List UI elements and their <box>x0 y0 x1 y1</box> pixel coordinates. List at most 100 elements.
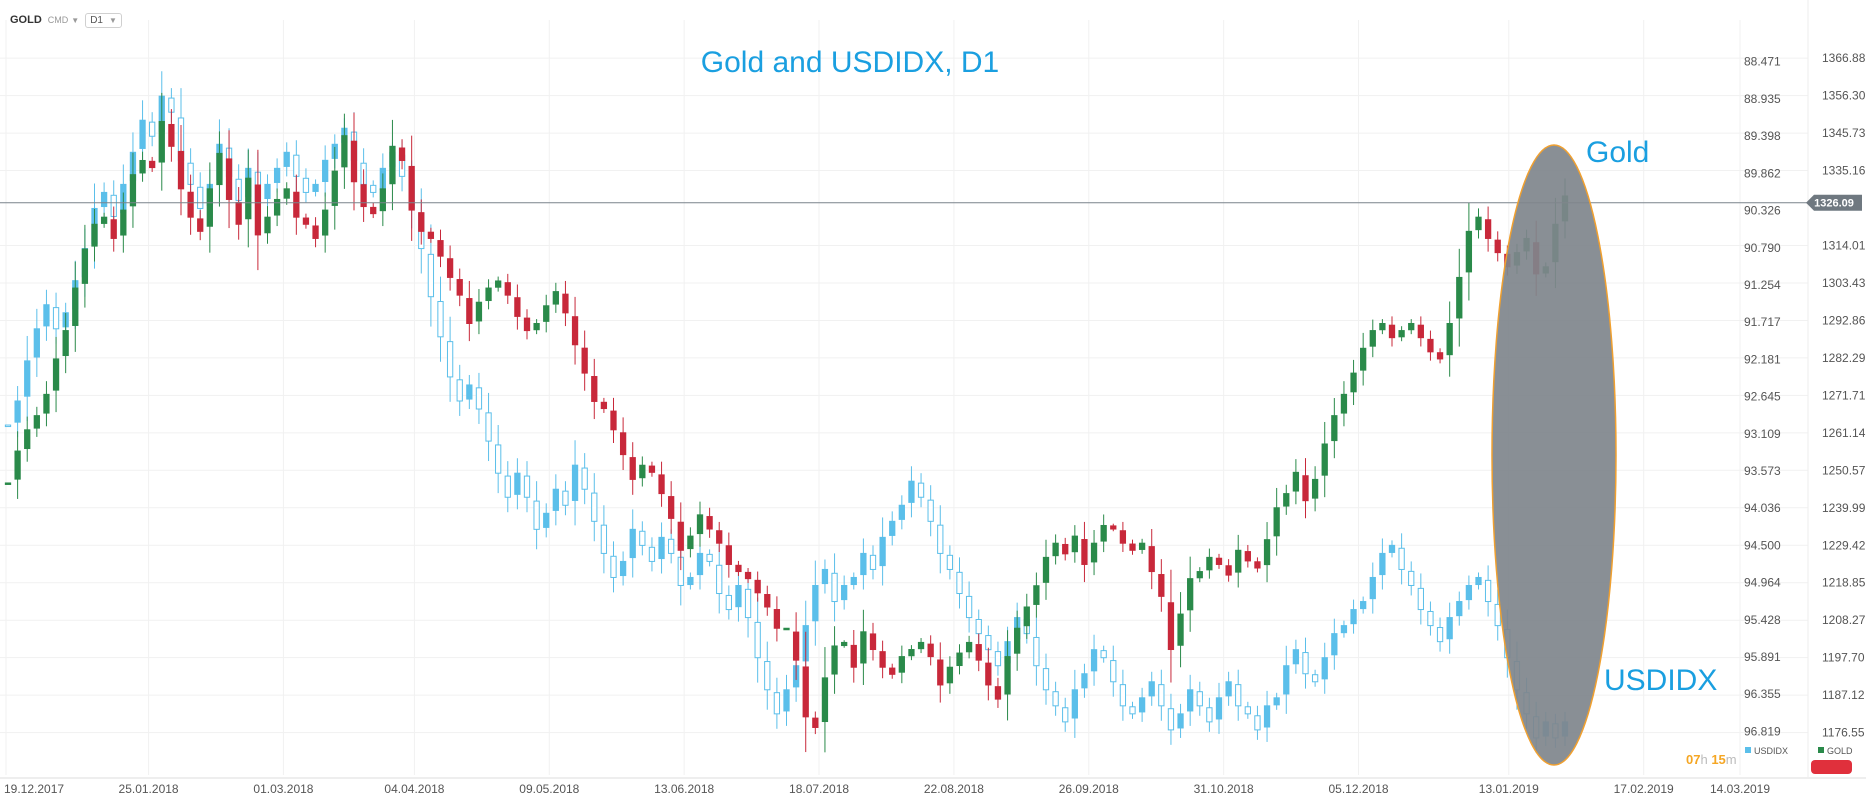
gold-candle <box>783 627 790 631</box>
gold-candle <box>1119 530 1127 544</box>
gold-candle <box>985 662 992 686</box>
gold-candle <box>360 184 367 208</box>
gold-candle <box>446 258 454 278</box>
usdidx-axis-label: 95.428 <box>1744 613 1781 627</box>
gold-candle <box>350 140 358 183</box>
gold-axis-label: 1292.86 <box>1822 313 1866 327</box>
gold-axis-label: 1229.42 <box>1822 538 1866 552</box>
gold-candle <box>1475 216 1482 231</box>
gold-candle <box>1014 627 1021 654</box>
gold-candle <box>273 198 281 216</box>
usdidx-candle <box>716 564 723 595</box>
usdidx-candle <box>1129 706 1136 715</box>
usdidx-candle <box>1225 681 1232 697</box>
usdidx-candle <box>504 475 511 498</box>
usdidx-candle <box>1100 650 1107 659</box>
gold-axis-label: 1303.43 <box>1822 276 1866 290</box>
usdidx-candle <box>956 571 963 595</box>
gold-candle <box>466 298 473 324</box>
gold-candle <box>225 158 233 200</box>
gold-axis-label: 1239.99 <box>1822 501 1866 515</box>
gold-candle <box>4 482 12 485</box>
usdidx-candle <box>427 253 435 298</box>
gold-candle <box>245 177 252 220</box>
date-axis-label: 18.07.2018 <box>789 782 849 796</box>
gold-candle <box>110 219 117 239</box>
gold-candle <box>1302 475 1309 502</box>
usdidx-candle <box>24 360 31 397</box>
usdidx-axis: 88.471 88.935 89.398 89.862 90.326 90.790 91.2… <box>1744 55 1781 739</box>
gold-candle <box>639 464 646 479</box>
usdidx-candle <box>197 186 204 209</box>
gold-candle <box>1484 219 1492 239</box>
gold-candle <box>24 429 31 450</box>
usdidx-candle <box>706 553 713 562</box>
gold-axis-label: 1345.73 <box>1822 126 1866 140</box>
usdidx-candle <box>850 576 857 586</box>
usdidx-candle <box>1340 625 1348 634</box>
usdidx-candle <box>1215 697 1223 720</box>
gold-candle <box>773 609 781 629</box>
gold-axis-label: 1250.57 <box>1822 463 1866 477</box>
usdidx-candle <box>764 661 771 691</box>
gold-candle <box>725 545 732 565</box>
usdidx-candle <box>1350 609 1357 625</box>
usdidx-candle <box>446 341 454 378</box>
usdidx-candle <box>523 475 531 498</box>
usdidx-candle <box>696 552 704 576</box>
gold-candle <box>1398 330 1405 338</box>
gold-candle <box>1427 338 1434 353</box>
usdidx-candle <box>1071 689 1078 719</box>
symbol-label[interactable]: GOLD <box>10 14 42 26</box>
gold-candle <box>1206 556 1213 571</box>
gold-candle <box>1456 276 1463 319</box>
chart-title: Gold and USDIDX, D1 <box>701 46 999 79</box>
annotation-usdidx: USDIDX <box>1604 664 1717 697</box>
date-axis-label: 19.12.2017 <box>4 782 64 796</box>
gold-candle <box>533 322 540 331</box>
usdidx-axis-label: 93.573 <box>1744 464 1781 478</box>
gold-series <box>4 92 1569 753</box>
usdidx-candle <box>879 536 886 567</box>
gold-candle <box>341 135 348 168</box>
price-tag-text: 1326.09 <box>1814 198 1854 210</box>
usdidx-candle <box>312 183 319 192</box>
gold-candle <box>523 317 531 332</box>
usdidx-candle <box>965 595 973 619</box>
usdidx-candle <box>773 692 781 715</box>
usdidx-candle <box>1052 691 1059 707</box>
usdidx-candle <box>744 588 752 619</box>
usdidx-candle <box>1475 576 1482 586</box>
gold-candle <box>1138 542 1146 550</box>
source-dropdown[interactable]: CMD ▼ <box>48 15 79 25</box>
gold-candle <box>571 316 579 346</box>
gold-candle <box>735 564 742 573</box>
gold-candle <box>33 415 40 429</box>
usdidx-candle <box>514 472 521 495</box>
gold-candle <box>418 212 425 232</box>
usdidx-candle <box>1408 570 1415 586</box>
legend-gold-swatch <box>1818 747 1824 753</box>
date-axis-label: 22.08.2018 <box>924 782 984 796</box>
gold-candle <box>312 225 319 239</box>
timeframe-dropdown[interactable]: D1 ▼ <box>85 12 122 28</box>
usdidx-candle <box>668 538 675 554</box>
legend-color-button[interactable] <box>1811 760 1852 774</box>
usdidx-candle <box>1388 544 1396 553</box>
gold-candle <box>216 152 223 186</box>
gold-candle <box>1494 239 1501 254</box>
gold-candle <box>1369 330 1376 347</box>
gold-candle <box>370 206 377 215</box>
gold-candle <box>187 191 194 218</box>
usdidx-axis-label: 92.181 <box>1744 352 1781 366</box>
date-axis-label: 17.02.2019 <box>1614 782 1674 796</box>
gold-candle <box>1167 602 1175 651</box>
gold-candle <box>975 644 982 661</box>
gold-candle <box>937 659 944 686</box>
usdidx-series <box>4 71 1569 753</box>
usdidx-candle <box>985 635 992 651</box>
gold-candle <box>331 170 338 206</box>
gold-candle <box>1187 578 1194 611</box>
gold-candle <box>879 651 886 668</box>
